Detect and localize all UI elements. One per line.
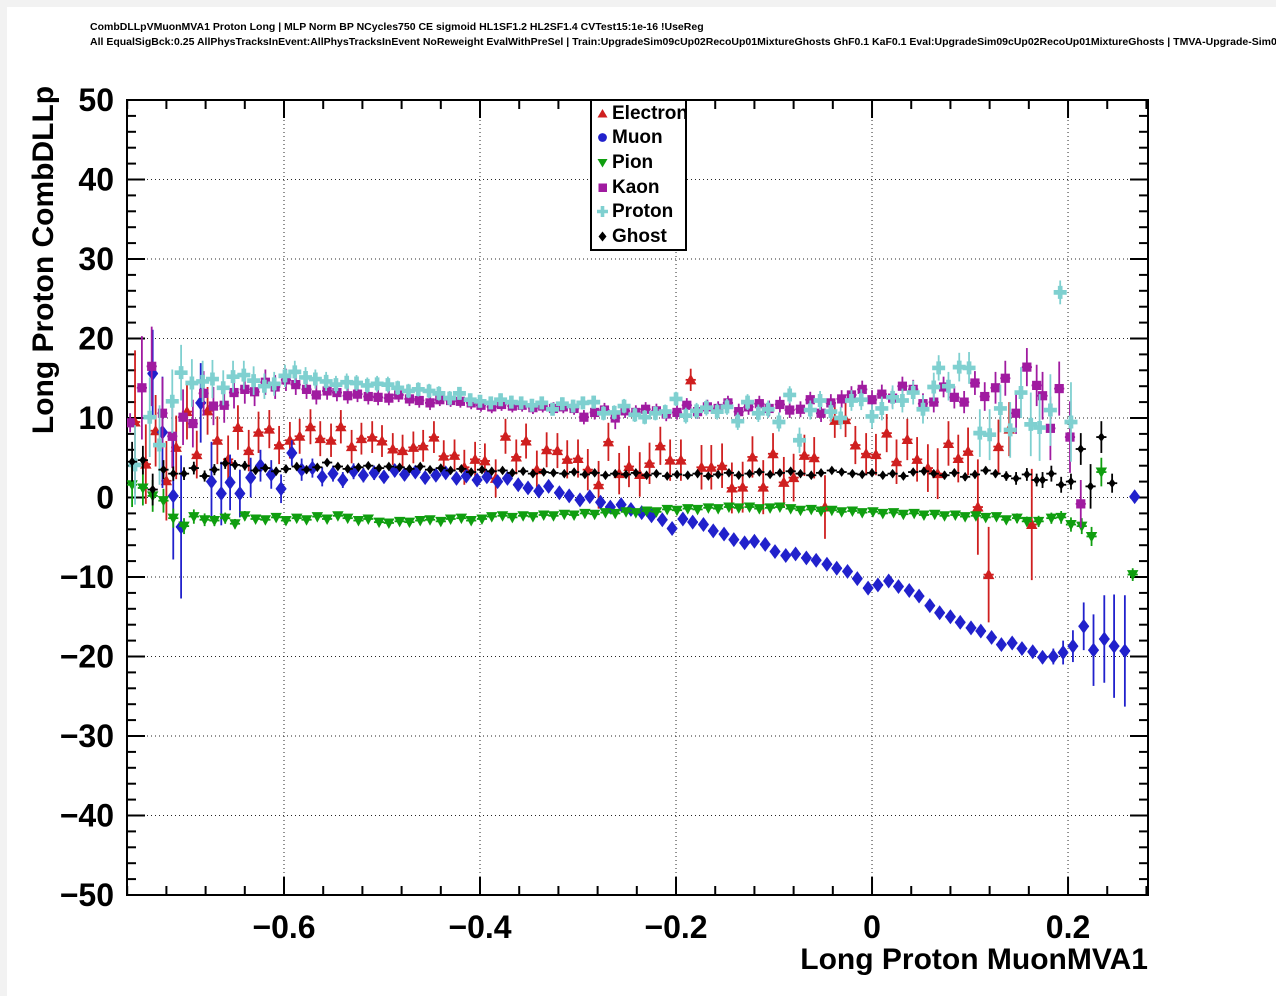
y-tick-label: 40 — [78, 162, 114, 198]
series-muon — [147, 329, 1141, 707]
legend-item-ghost: Ghost — [592, 225, 685, 249]
legend: Electron Muon Pion Kaon Proton Ghost — [590, 99, 689, 251]
series-proton — [128, 280, 1078, 505]
triangle-up-icon — [597, 108, 608, 118]
diamond-icon — [598, 231, 607, 242]
y-tick-label: −20 — [60, 639, 114, 675]
series-pion — [127, 457, 1139, 581]
legend-item-muon: Muon — [592, 126, 685, 150]
square-icon — [598, 183, 607, 192]
window-edge-top — [0, 0, 1276, 7]
triangle-down-icon — [597, 159, 608, 168]
y-tick-label: 10 — [78, 400, 114, 436]
window-edge-left — [0, 0, 7, 996]
plot-title-line1: CombDLLpVMuonMVA1 Proton Long | MLP Norm… — [90, 21, 704, 33]
y-tick-label: 30 — [78, 241, 114, 277]
x-tick-label: −0.4 — [448, 909, 511, 945]
legend-label: Ghost — [612, 226, 667, 248]
legend-item-kaon: Kaon — [592, 175, 685, 199]
y-tick-label: −10 — [60, 559, 114, 595]
y-tick-label: −30 — [60, 718, 114, 754]
y-tick-label: −50 — [60, 877, 114, 913]
legend-label: Kaon — [612, 176, 660, 198]
tick-labels: 50 40 30 20 10 0 −10 −20 −30 −40 −50 −0.6 −0.4 −0.2 0 0… — [60, 82, 1091, 945]
x-tick-label: 0 — [863, 909, 881, 945]
x-axis-title: Long Proton MuonMVA1 — [800, 943, 1148, 976]
legend-item-proton: Proton — [592, 200, 685, 224]
y-tick-label: 20 — [78, 321, 114, 357]
legend-label: Muon — [612, 127, 663, 149]
plot-title-line2: All EqualSigBck:0.25 AllPhysTracksInEven… — [90, 36, 1276, 48]
y-axis-title: Long Proton CombDLLp — [27, 85, 60, 435]
x-tick-label: −0.6 — [252, 909, 315, 945]
legend-item-electron: Electron — [592, 101, 689, 125]
y-tick-label: 0 — [96, 480, 114, 516]
x-tick-label: −0.2 — [644, 909, 707, 945]
legend-label: Electron — [612, 102, 689, 124]
cross-icon — [597, 206, 608, 218]
legend-item-pion: Pion — [592, 151, 685, 175]
y-tick-label: −40 — [60, 798, 114, 834]
x-tick-label: 0.2 — [1046, 909, 1090, 945]
series-ghost — [127, 421, 1118, 509]
legend-label: Proton — [612, 201, 674, 223]
axis-ticks — [126, 99, 1148, 896]
y-tick-label: 50 — [78, 82, 114, 118]
legend-label: Pion — [612, 152, 654, 174]
circle-icon — [598, 133, 607, 143]
